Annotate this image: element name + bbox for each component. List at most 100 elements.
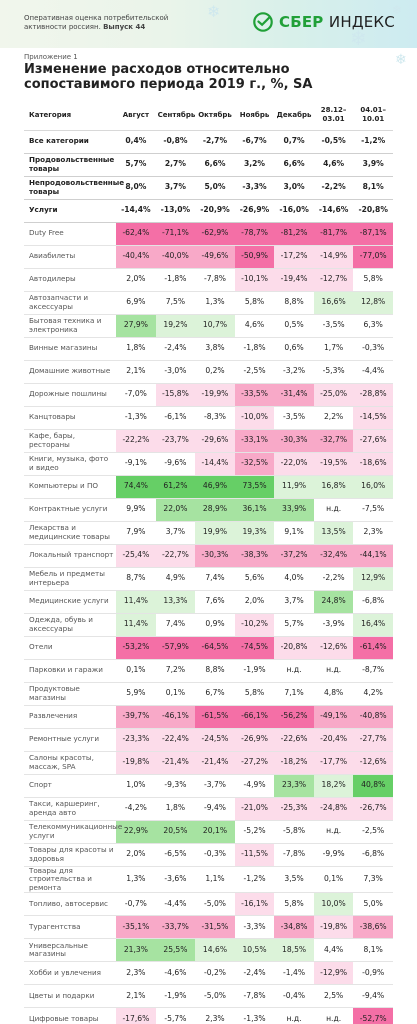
table-header-row: Категория Август Сентябрь Октябрь Ноябрь…: [24, 101, 393, 131]
table-cell: 11,9%: [274, 475, 314, 499]
table-cell: 4,0%: [274, 567, 314, 591]
table-row: Кафе, бары, рестораны -22,2% -23,7% -29,6% -…: [24, 429, 393, 453]
column-header-week2: 04.01–10.01: [353, 101, 393, 131]
table-cell: -0,2%: [195, 961, 235, 985]
table-cell: -44,1%: [353, 544, 393, 568]
table-cell: -0,3%: [353, 337, 393, 361]
table-cell: -14,5%: [353, 406, 393, 430]
row-label: Книги, музыка, фото и видео: [24, 452, 117, 476]
table-cell: -4,9%: [234, 774, 275, 798]
table-cell: -26,9%: [234, 199, 275, 223]
table-cell: -1,2%: [353, 130, 393, 154]
table-cell: -1,2%: [234, 866, 275, 893]
table-cell: -18,6%: [353, 452, 393, 476]
table-row: Дорожные пошлины -7,0% -15,8% -19,9% -33,5% -…: [24, 383, 393, 407]
table-cell: 6,3%: [353, 314, 393, 338]
table-cell: 36,1%: [234, 498, 275, 522]
table-cell: -66,1%: [234, 705, 275, 729]
row-label: Продовольственные товары: [24, 153, 117, 177]
table-row: Отели -53,2% -57,9% -64,5% -74,5% -20,8% -12,6…: [24, 636, 393, 660]
table-cell: -0,5%: [313, 130, 354, 154]
row-label: Телекоммуникационные услуги: [24, 820, 122, 844]
table-cell: н.д.: [313, 498, 354, 522]
table-cell: -6,8%: [353, 590, 393, 614]
table-cell: -21,4%: [155, 751, 196, 775]
table-row: Бытовая техника и электроника 27,9% 19,2% 1…: [24, 314, 393, 338]
table-cell: 12,8%: [353, 291, 393, 315]
table-cell: 20,1%: [195, 820, 235, 844]
row-label: Товары для красоты и здоровья: [24, 843, 117, 867]
table-cell: -64,5%: [195, 636, 235, 660]
table-cell: -33,5%: [234, 383, 275, 407]
table-cell: -25,0%: [313, 383, 354, 407]
table-cell: 10,7%: [195, 314, 235, 338]
table-cell: н.д.: [313, 820, 354, 844]
table-cell: -57,9%: [155, 636, 196, 660]
table-cell: 18,5%: [274, 938, 314, 962]
table-cell: 2,0%: [116, 268, 156, 292]
table-cell: 3,7%: [274, 590, 314, 614]
table-cell: 4,6%: [313, 153, 354, 177]
table-cell: -6,8%: [353, 843, 393, 867]
column-header-nov: Ноябрь: [234, 101, 275, 131]
table-cell: 16,8%: [313, 475, 354, 499]
table-cell: -1,8%: [234, 337, 275, 361]
table-cell: -20,9%: [195, 199, 235, 223]
table-cell: -61,5%: [195, 705, 235, 729]
table-row: Лекарства и медицинские товары 7,9% 3,7% 19…: [24, 521, 393, 545]
table-cell: -7,8%: [234, 984, 275, 1008]
table-cell: 27,9%: [116, 314, 156, 338]
table-row: Книги, музыка, фото и видео -9,1% -9,6% -14…: [24, 452, 393, 476]
row-label: Канцтовары: [24, 406, 117, 430]
table-cell: 0,4%: [116, 130, 156, 154]
table-cell: -5,2%: [234, 820, 275, 844]
table-cell: -0,7%: [116, 892, 156, 916]
table-cell: 1,8%: [116, 337, 156, 361]
table-row: Хобби и увлечения 2,3% -4,6% -0,2% -2,4% -1,4…: [24, 961, 393, 985]
row-label: Домашние животные: [24, 360, 117, 384]
table-cell: -0,3%: [195, 843, 235, 867]
table-cell: 19,9%: [195, 521, 235, 545]
table-cell: -13,0%: [155, 199, 196, 223]
table-cell: 5,8%: [353, 268, 393, 292]
table-cell: -16,1%: [234, 892, 275, 916]
column-header-aug: Август: [116, 101, 156, 131]
table-cell: 40,8%: [353, 774, 393, 798]
table-cell: 1,1%: [195, 866, 235, 893]
row-label: Лекарства и медицинские товары: [24, 521, 117, 545]
table-row: Контрактные услуги 9,9% 22,0% 28,9% 36,1% 33,…: [24, 498, 393, 522]
table-cell: 22,9%: [116, 820, 156, 844]
table-cell: 46,9%: [195, 475, 235, 499]
table-cell: -56,2%: [274, 705, 314, 729]
table-cell: -5,3%: [313, 360, 354, 384]
table-cell: -34,8%: [274, 915, 314, 939]
table-cell: -81,7%: [313, 222, 354, 246]
table-cell: 1,3%: [195, 291, 235, 315]
column-header-category: Категория: [24, 101, 117, 131]
report-subtitle: Оперативная оценка потребительской актив…: [24, 14, 174, 32]
table-cell: -23,7%: [155, 429, 196, 453]
table-cell: 4,6%: [234, 314, 275, 338]
table-cell: 4,9%: [155, 567, 196, 591]
table-row: Товары для строительства и ремонта 1,3% -3…: [24, 866, 393, 893]
table-cell: -31,4%: [274, 383, 314, 407]
page-header: Оперативная оценка потребительской актив…: [0, 0, 417, 48]
row-label: Автозапчасти и аксессуары: [24, 291, 117, 315]
row-label: Развлечения: [24, 705, 117, 729]
table-cell: -15,8%: [155, 383, 196, 407]
table-cell: -7,8%: [195, 268, 235, 292]
row-label: Цифровые товары: [24, 1007, 117, 1024]
table-cell: -74,5%: [234, 636, 275, 660]
table-cell: -28,8%: [353, 383, 393, 407]
table-cell: -39,7%: [116, 705, 156, 729]
row-label: Медицинские услуги: [24, 590, 117, 614]
table-cell: -52,7%: [353, 1007, 393, 1024]
column-header-sep: Сентябрь: [155, 101, 195, 131]
table-cell: 0,1%: [116, 659, 156, 683]
row-label: Салоны красоты, массаж, SPA: [24, 751, 117, 775]
table-cell: -3,5%: [274, 406, 314, 430]
table-cell: 1,7%: [313, 337, 354, 361]
table-cell: 11,4%: [116, 613, 156, 637]
snowflake-icon: ❄: [350, 26, 367, 50]
issue-number: Выпуск 44: [103, 23, 146, 31]
